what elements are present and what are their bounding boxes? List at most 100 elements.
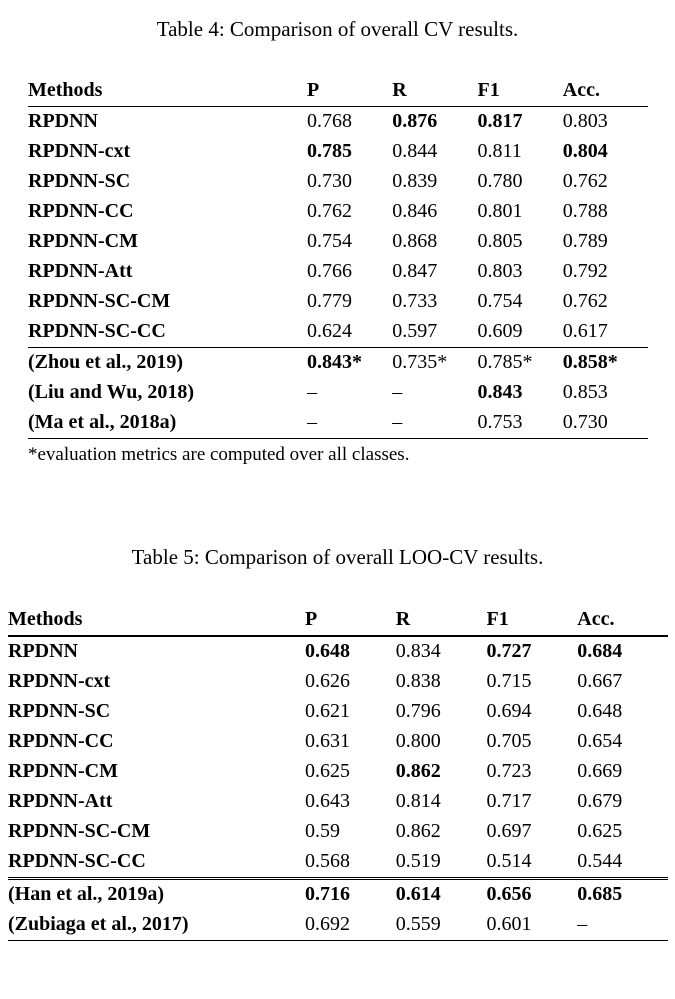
value-cell: 0.779 [307, 290, 352, 313]
value-cell: 0.754 [307, 230, 352, 253]
value-cell: 0.762 [562, 170, 608, 193]
value-cell: 0.667 [577, 669, 623, 692]
table-row: RPDNN 0.768 0.876 0.817 0.803 [28, 107, 648, 138]
value-cell: 0.805 [477, 230, 523, 253]
column-header: Methods [8, 604, 305, 637]
value-cell: 0.621 [305, 699, 350, 722]
table-row: RPDNN-CC 0.631 0.800 0.705 0.654 [8, 727, 668, 757]
method-cell: (Zhou et al., 2019) [28, 347, 307, 379]
value-cell: 0.669 [577, 759, 623, 782]
value-cell: 0.685 [577, 876, 668, 910]
value-cell: 0.792 [562, 260, 608, 283]
value-cell: 0.697 [486, 819, 532, 842]
value-cell: 0.648 [305, 639, 350, 662]
column-header: P [305, 604, 396, 637]
method-cell: (Liu and Wu, 2018) [28, 381, 194, 404]
table-header: Methods P R F1 Acc. [8, 604, 668, 637]
value-cell: 0.838 [395, 669, 441, 692]
value-cell: 0.519 [395, 849, 441, 872]
method-cell: RPDNN-CC [8, 729, 114, 752]
value-cell: 0.754 [477, 290, 523, 313]
value-cell: 0.843 [477, 381, 523, 404]
value-cell: 0.788 [562, 200, 608, 223]
value-cell: 0.847 [392, 260, 438, 283]
value-cell: 0.876 [392, 110, 438, 133]
table-body: RPDNN 0.768 0.876 0.817 0.803 RPDNN-cxt 0.785 0… [28, 107, 648, 440]
method-cell: RPDNN-SC-CC [8, 849, 146, 872]
table-row: (Han et al., 2019a) 0.716 0.614 0.656 0.685 [8, 876, 668, 910]
value-cell: 0.601 [486, 909, 578, 941]
value-cell: 0.648 [577, 699, 623, 722]
value-cell: – [392, 381, 403, 404]
value-cell: 0.59 [305, 819, 340, 842]
column-header: P [307, 76, 393, 108]
value-cell: 0.846 [392, 200, 438, 223]
value-cell: 0.733 [392, 290, 438, 313]
table-row: RPDNN 0.648 0.834 0.727 0.684 [8, 636, 668, 667]
column-header: R [392, 76, 478, 108]
value-cell: 0.568 [305, 849, 350, 872]
value-cell: 0.625 [577, 819, 623, 842]
method-cell: RPDNN-CM [8, 759, 118, 782]
value-cell: 0.796 [395, 699, 441, 722]
value-cell: 0.609 [477, 320, 523, 343]
value-cell: 0.559 [395, 909, 487, 941]
results-table-loocv: Methods P R F1 Acc. RPDNN 0.648 0.834 0.727 0.68… [8, 604, 668, 941]
table-title: Table 5: Comparison of overall LOO-CV re… [131, 545, 544, 570]
value-cell: 0.868 [392, 230, 438, 253]
value-cell: – [577, 909, 668, 941]
value-cell: 0.692 [305, 909, 396, 941]
table-row: RPDNN-SC-CC 0.624 0.597 0.609 0.617 [28, 317, 648, 348]
value-cell: 0.811 [477, 140, 522, 163]
method-cell: RPDNN-SC-CC [28, 320, 166, 343]
value-cell: 0.834 [395, 639, 441, 662]
column-header: F1 [486, 604, 578, 637]
value-cell: 0.544 [577, 849, 623, 872]
column-header: Methods [28, 76, 307, 108]
method-cell: RPDNN-Att [28, 260, 133, 283]
value-cell: 0.766 [307, 260, 352, 283]
value-cell: 0.844 [392, 140, 438, 163]
table-row: RPDNN-SC-CC 0.568 0.519 0.514 0.544 [8, 847, 668, 879]
value-cell: – [392, 408, 478, 440]
value-cell: 0.624 [307, 320, 352, 343]
method-cell: RPDNN-CM [28, 230, 138, 253]
method-cell: RPDNN-SC [8, 699, 111, 722]
header-row: Methods P R F1 Acc. [28, 76, 648, 108]
column-header: Acc. [577, 604, 668, 637]
method-cell: RPDNN [28, 110, 98, 133]
table-row: RPDNN-CM 0.754 0.868 0.805 0.789 [28, 227, 648, 257]
value-cell: 0.785 [307, 140, 352, 163]
value-cell: 0.801 [477, 200, 523, 223]
value-cell: – [307, 381, 317, 404]
table-body: RPDNN 0.648 0.834 0.727 0.684 RPDNN-cxt 0.626 0… [8, 636, 668, 941]
value-cell: 0.817 [477, 110, 523, 133]
value-cell: 0.800 [395, 729, 441, 752]
value-cell: 0.514 [486, 849, 532, 872]
header-row: Methods P R F1 Acc. [8, 604, 668, 637]
value-cell: 0.803 [562, 110, 608, 133]
value-cell: 0.762 [562, 290, 608, 313]
value-cell: 0.631 [305, 729, 350, 752]
table-row: RPDNN-cxt 0.626 0.838 0.715 0.667 [8, 667, 668, 697]
method-cell: RPDNN-cxt [8, 669, 111, 692]
value-cell: 0.723 [486, 759, 532, 782]
column-header: Acc. [562, 76, 648, 108]
table-row: RPDNN-SC-CM 0.779 0.733 0.754 0.762 [28, 287, 648, 317]
table-title: Table 4: Comparison of overall CV result… [156, 17, 519, 41]
table-5-block: Table 5: Comparison of overall LOO-CV re… [0, 544, 675, 941]
column-header: R [395, 604, 487, 637]
value-cell: 0.654 [577, 729, 623, 752]
value-cell: 0.626 [305, 669, 350, 692]
value-cell: 0.614 [395, 876, 487, 910]
value-cell: 0.804 [562, 140, 608, 163]
table-row: RPDNN-Att 0.766 0.847 0.803 0.792 [28, 257, 648, 287]
table-row: RPDNN-CC 0.762 0.846 0.801 0.788 [28, 197, 648, 227]
method-cell: (Ma et al., 2018a) [28, 408, 307, 440]
value-cell: 0.617 [562, 320, 608, 343]
value-cell: 0.643 [305, 789, 350, 812]
method-cell: (Zubiaga et al., 2017) [8, 909, 305, 941]
table-4-block: Table 4: Comparison of overall CV result… [0, 16, 675, 466]
value-cell: – [307, 408, 393, 440]
